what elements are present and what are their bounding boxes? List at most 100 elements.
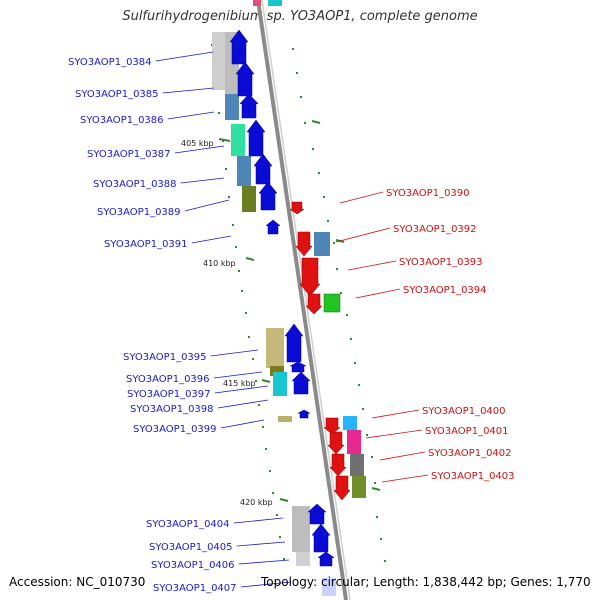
tick-mark	[300, 96, 302, 98]
tick-mark	[366, 434, 368, 436]
tick-mark	[228, 196, 230, 198]
tick-mark	[333, 242, 335, 244]
tick-mark	[222, 140, 224, 142]
gene-arrow-up[interactable]	[317, 551, 335, 567]
leader-line	[155, 51, 214, 62]
gene-label-syo3aop1-0401[interactable]: SYO3AOP1_0401	[425, 426, 509, 437]
backbone-highlight	[261, 0, 351, 600]
tick-mark	[327, 220, 329, 222]
gene-label-syo3aop1-0407[interactable]: SYO3AOP1_0407	[153, 583, 237, 594]
tick-mark	[235, 246, 237, 248]
cog-box	[296, 552, 310, 566]
tick-mark	[262, 426, 264, 428]
gene-arrow-down[interactable]	[295, 231, 313, 257]
map-title: Sulfurihydrogenibium sp. YO3AOP1, comple…	[122, 9, 478, 24]
position-label: 410 kbp	[203, 259, 236, 268]
gene-arrow-up[interactable]	[265, 219, 281, 235]
gene-label-syo3aop1-0384[interactable]: SYO3AOP1_0384	[68, 57, 152, 68]
gene-label-syo3aop1-0393[interactable]: SYO3AOP1_0393	[399, 257, 483, 268]
backbone-line	[256, 0, 348, 600]
gene-arrow-down[interactable]	[289, 201, 305, 215]
gene-label-syo3aop1-0395[interactable]: SYO3AOP1_0395	[123, 352, 207, 363]
gene-arrow-up[interactable]	[311, 523, 331, 553]
gene-label-syo3aop1-0403[interactable]: SYO3AOP1_0403	[431, 471, 515, 482]
tick-mark	[269, 470, 271, 472]
leader-line	[339, 191, 384, 204]
gene-arrow-up[interactable]	[297, 409, 311, 419]
gene-label-syo3aop1-0389[interactable]: SYO3AOP1_0389	[97, 207, 181, 218]
leader-line	[365, 429, 423, 439]
tick-mark	[336, 268, 338, 270]
major-tick	[261, 379, 271, 383]
position-label: 420 kbp	[240, 498, 273, 507]
cog-box	[322, 578, 336, 596]
major-tick	[371, 487, 381, 491]
tick-mark	[232, 224, 234, 226]
gene-label-syo3aop1-0405[interactable]: SYO3AOP1_0405	[149, 542, 233, 553]
gene-label-syo3aop1-0400[interactable]: SYO3AOP1_0400	[422, 406, 506, 417]
gene-label-syo3aop1-0386[interactable]: SYO3AOP1_0386	[80, 115, 164, 126]
gene-arrow-up[interactable]	[258, 181, 278, 211]
position-label: 405 kbp	[181, 139, 214, 148]
cog-box	[347, 430, 361, 454]
gene-arrow-up[interactable]	[307, 503, 327, 525]
leader-line	[355, 288, 401, 299]
gene-arrow-down[interactable]	[305, 293, 323, 315]
gene-label-syo3aop1-0387[interactable]: SYO3AOP1_0387	[87, 149, 171, 160]
gene-arrow-down[interactable]	[327, 431, 345, 455]
gene-label-syo3aop1-0396[interactable]: SYO3AOP1_0396	[126, 374, 210, 385]
gene-label-syo3aop1-0406[interactable]: SYO3AOP1_0406	[151, 560, 235, 571]
gene-label-syo3aop1-0394[interactable]: SYO3AOP1_0394	[403, 285, 487, 296]
gene-label-syo3aop1-0404[interactable]: SYO3AOP1_0404	[146, 519, 230, 530]
gene-label-syo3aop1-0390[interactable]: SYO3AOP1_0390	[386, 188, 470, 199]
tick-mark	[323, 196, 325, 198]
gene-arrow-green[interactable]	[323, 293, 341, 313]
tick-mark	[292, 48, 294, 50]
gene-arrow-up[interactable]	[239, 93, 259, 119]
gene-arrow-up[interactable]	[289, 361, 307, 373]
cog-box	[212, 32, 226, 90]
gene-label-syo3aop1-0391[interactable]: SYO3AOP1_0391	[104, 239, 188, 250]
gene-label-syo3aop1-0397[interactable]: SYO3AOP1_0397	[127, 389, 211, 400]
cog-box	[225, 94, 239, 120]
gene-label-syo3aop1-0392[interactable]: SYO3AOP1_0392	[393, 224, 477, 235]
genome-summary: Topology: circular; Length: 1,838,442 bp…	[261, 575, 591, 589]
gene-label-syo3aop1-0388[interactable]: SYO3AOP1_0388	[93, 179, 177, 190]
gene-arrow-up[interactable]	[229, 29, 249, 65]
cog-box	[273, 372, 287, 396]
tick-mark	[312, 148, 314, 150]
leader-line	[213, 371, 263, 379]
cog-box	[350, 454, 364, 476]
tick-mark	[265, 448, 267, 450]
leader-line	[335, 227, 391, 243]
gene-label-syo3aop1-0402[interactable]: SYO3AOP1_0402	[428, 448, 512, 459]
leader-line	[210, 349, 259, 357]
cog-box	[270, 366, 284, 376]
gene-arrow-down[interactable]	[333, 475, 351, 501]
gene-arrow-up[interactable]	[253, 153, 273, 185]
gene-arrow-up[interactable]	[291, 371, 311, 395]
gene-label-syo3aop1-0385[interactable]: SYO3AOP1_0385	[75, 89, 159, 100]
gene-arrow-down[interactable]	[329, 453, 347, 477]
tick-mark	[252, 358, 254, 360]
major-tick	[311, 120, 321, 124]
cog-box	[278, 416, 292, 422]
gene-arrow-up[interactable]	[235, 61, 255, 97]
gene-arrow-down[interactable]	[323, 417, 341, 435]
gene-arrow-down[interactable]	[299, 257, 321, 297]
leader-line	[233, 517, 284, 524]
accession-label: Accession: NC_010730	[9, 575, 146, 589]
leader-line	[214, 385, 269, 394]
tick-mark	[276, 514, 278, 516]
tick-mark	[354, 362, 356, 364]
gene-labels: SYO3AOP1_0384 SYO3AOP1_0385 SYO3AOP1_0386 S…	[68, 57, 515, 594]
gene-arrow-up[interactable]	[284, 323, 304, 363]
cog-box	[268, 0, 282, 6]
position-labels: 405 kbp 410 kbp 415 kbp 420 kbp	[181, 139, 273, 507]
gene-label-syo3aop1-0398[interactable]: SYO3AOP1_0398	[130, 404, 214, 415]
gene-label-syo3aop1-0399[interactable]: SYO3AOP1_0399	[133, 424, 217, 435]
tick-mark	[362, 408, 364, 410]
leader-line	[347, 260, 397, 271]
tick-mark	[248, 336, 250, 338]
gene-arrow-up[interactable]	[246, 119, 266, 157]
